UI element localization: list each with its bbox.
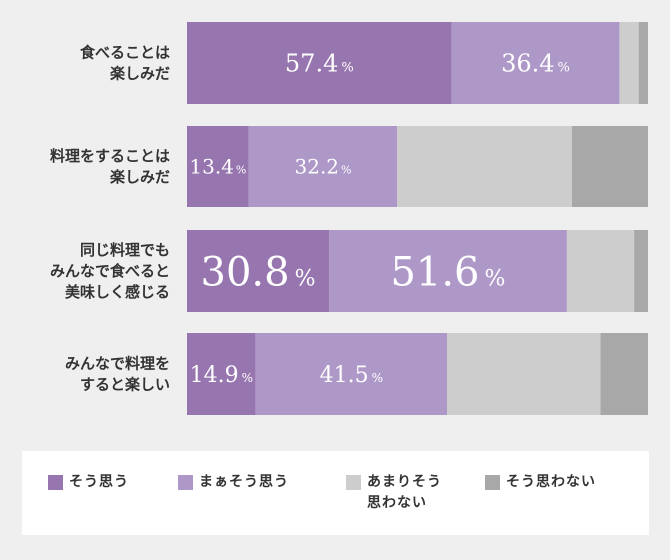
category-label: みんなで料理を (65, 355, 170, 373)
bar-segment (187, 333, 256, 415)
category-label: 楽しみだ (110, 168, 170, 186)
legend-label: そう思う (69, 474, 129, 490)
bar-segment (255, 333, 448, 415)
legend-label: あまりそう 思わない (367, 474, 442, 511)
bar-segment (248, 126, 398, 207)
bar-segment (566, 230, 635, 312)
legend-swatch (178, 475, 193, 490)
legend-label: そう思わない (506, 474, 596, 490)
bar-segment (619, 22, 639, 104)
bar-segment (634, 230, 648, 312)
bar-segment (571, 126, 648, 207)
category-label: 楽しみだ (110, 65, 170, 83)
bar-segment (397, 126, 572, 207)
legend-swatch (485, 475, 500, 490)
legend-swatch (48, 475, 63, 490)
legend-swatch (346, 475, 361, 490)
category-label: 美味しく感じる (65, 283, 170, 301)
category-label: 同じ料理でも (80, 241, 170, 259)
bar-segment (187, 126, 249, 207)
category-label: 食べることは (80, 44, 170, 62)
bar-segment (600, 333, 648, 415)
bar-segment (638, 22, 648, 104)
category-label: みんなで食べると (50, 262, 170, 280)
bar-segment (328, 230, 567, 312)
legend: そう思う まぁそう思う あまりそう 思わない そう思わない (22, 451, 649, 535)
bar-segment (187, 22, 452, 104)
legend-label: まぁそう思う (199, 474, 289, 490)
bar-segment (187, 230, 329, 312)
bar-segment (447, 333, 601, 415)
category-label: すると楽しい (80, 376, 170, 394)
bar-segment (451, 22, 620, 104)
category-label: 料理をすることは (50, 147, 170, 165)
